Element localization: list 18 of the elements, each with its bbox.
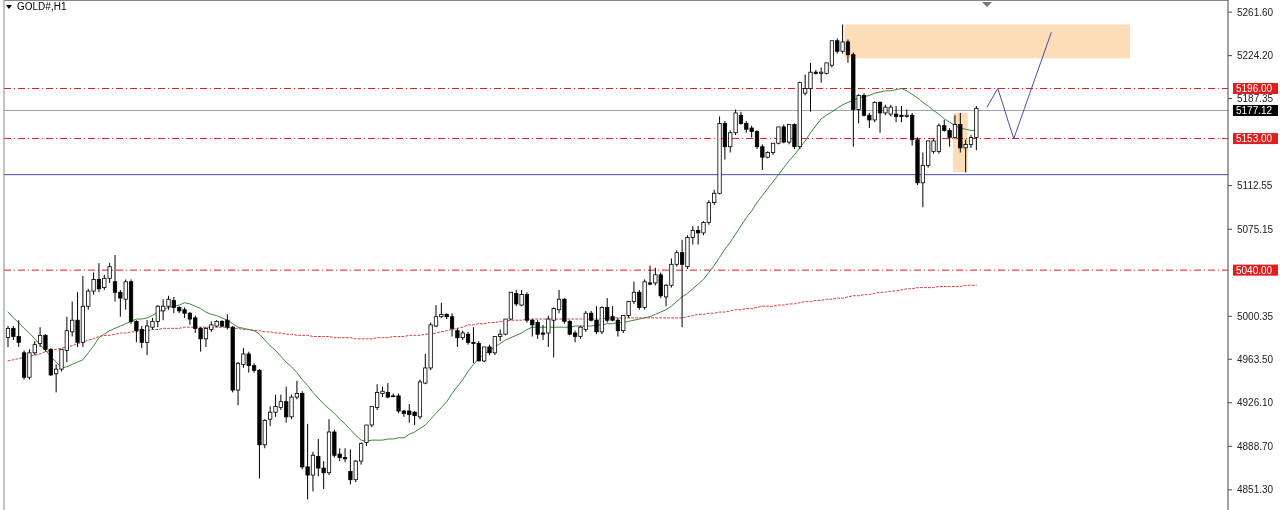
line-series xyxy=(986,32,1052,140)
ref-line-label: 5177.12 xyxy=(1236,104,1273,116)
y-tick-label: 4851.30 xyxy=(1237,484,1274,496)
y-tick-label: 4963.50 xyxy=(1237,353,1274,365)
ref-line-label: 5040.00 xyxy=(1236,264,1273,276)
chart-title: GOLD#,H1 xyxy=(17,1,67,12)
y-tick-label: 5187.35 xyxy=(1237,93,1274,105)
y-tick-label: 4926.10 xyxy=(1237,397,1274,409)
y-tick-label: 5261.60 xyxy=(1237,6,1274,18)
y-tick-label: 5224.20 xyxy=(1237,50,1274,62)
ref-line-label: 5153.00 xyxy=(1236,133,1273,145)
y-tick-label: 5075.15 xyxy=(1237,223,1274,235)
y-tick-label: 4888.70 xyxy=(1237,440,1274,452)
y-tick-label: 5000.35 xyxy=(1237,310,1274,322)
y-tick-label: 5112.55 xyxy=(1237,180,1273,192)
line-series xyxy=(7,284,977,362)
line-series xyxy=(7,87,977,442)
ref-line-label: 5196.00 xyxy=(1236,82,1273,94)
